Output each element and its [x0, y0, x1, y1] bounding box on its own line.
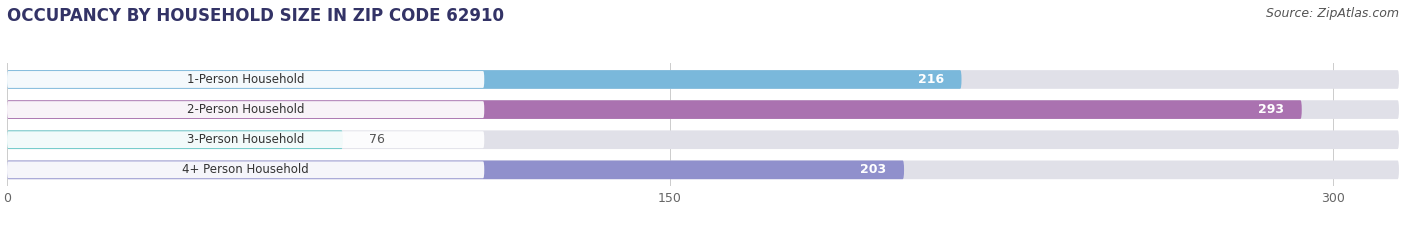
- Text: 203: 203: [860, 163, 886, 176]
- Text: 3-Person Household: 3-Person Household: [187, 133, 304, 146]
- FancyBboxPatch shape: [7, 71, 484, 88]
- FancyBboxPatch shape: [7, 131, 484, 148]
- Text: Source: ZipAtlas.com: Source: ZipAtlas.com: [1265, 7, 1399, 20]
- FancyBboxPatch shape: [7, 70, 1399, 89]
- FancyBboxPatch shape: [7, 70, 962, 89]
- FancyBboxPatch shape: [7, 130, 343, 149]
- Text: 293: 293: [1258, 103, 1284, 116]
- FancyBboxPatch shape: [7, 161, 484, 178]
- FancyBboxPatch shape: [7, 101, 484, 118]
- Text: 1-Person Household: 1-Person Household: [187, 73, 304, 86]
- FancyBboxPatch shape: [7, 100, 1399, 119]
- Text: 2-Person Household: 2-Person Household: [187, 103, 304, 116]
- FancyBboxPatch shape: [7, 161, 1399, 179]
- Text: OCCUPANCY BY HOUSEHOLD SIZE IN ZIP CODE 62910: OCCUPANCY BY HOUSEHOLD SIZE IN ZIP CODE …: [7, 7, 503, 25]
- Text: 4+ Person Household: 4+ Person Household: [183, 163, 309, 176]
- Text: 76: 76: [370, 133, 385, 146]
- Text: 216: 216: [918, 73, 943, 86]
- FancyBboxPatch shape: [7, 161, 904, 179]
- FancyBboxPatch shape: [7, 130, 1399, 149]
- FancyBboxPatch shape: [7, 100, 1302, 119]
